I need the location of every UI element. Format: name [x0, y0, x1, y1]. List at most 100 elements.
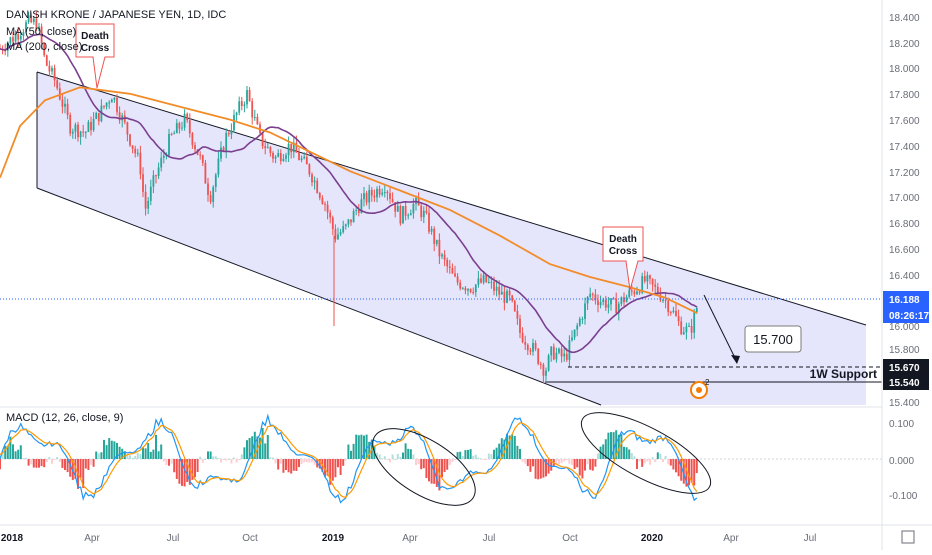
y-tick-label: 17.200	[889, 168, 920, 179]
candle-body	[178, 123, 181, 129]
macd-bar	[407, 448, 410, 459]
candle-body	[420, 205, 423, 218]
macd-bar	[9, 436, 12, 459]
macd-bar	[490, 454, 493, 459]
macd-bar	[623, 446, 625, 459]
candle-body	[461, 288, 464, 290]
x-tick-label: Apr	[723, 533, 739, 544]
macd-bar	[160, 444, 163, 459]
candle-body	[534, 343, 537, 349]
x-tick-label: 2019	[322, 533, 345, 544]
candle-body	[30, 15, 33, 23]
macd-bar	[664, 456, 667, 459]
candle-body	[97, 112, 100, 122]
macd-bar	[428, 459, 430, 482]
macd-bar	[558, 459, 560, 465]
candle-body	[337, 234, 339, 240]
candle-body	[682, 332, 685, 335]
candle-body	[256, 116, 259, 125]
macd-bar	[22, 458, 25, 460]
candle-body	[597, 300, 599, 306]
macd-bar	[594, 459, 597, 467]
macd-bar	[495, 447, 498, 459]
macd-bar	[604, 439, 607, 459]
candle-body	[194, 145, 196, 150]
y-tick-label: 15.800	[889, 345, 920, 356]
y-tick-label: 17.800	[889, 90, 920, 101]
macd-bar	[630, 452, 633, 459]
macd-bar	[191, 459, 194, 480]
candle-body	[25, 22, 27, 33]
macd-bar	[0, 459, 1, 470]
macd-bar	[493, 449, 495, 459]
candle-body	[113, 97, 116, 100]
macd-bar	[113, 441, 116, 459]
macd-bar	[399, 456, 402, 459]
channel-lower-line	[36, 187, 602, 406]
macd-bar	[251, 436, 254, 459]
macd-bar	[32, 459, 35, 468]
macd-bar	[14, 451, 17, 459]
candle-body	[235, 112, 238, 116]
candle-body	[90, 121, 92, 131]
macd-bar	[532, 459, 534, 467]
macd-bar	[547, 459, 550, 474]
candle-body	[308, 164, 311, 175]
macd-bar	[662, 459, 664, 463]
macd-bar	[357, 435, 360, 459]
macd-bar	[675, 459, 677, 473]
macd-bar	[688, 459, 690, 486]
y-tick-label: 18.400	[889, 13, 920, 24]
macd-bar	[69, 459, 72, 477]
candle-body	[649, 275, 651, 279]
macd-bar	[230, 459, 233, 464]
ma50-legend[interactable]: MA (50, close)	[6, 26, 77, 38]
macd-bar	[597, 453, 599, 459]
macd-bar	[329, 459, 332, 485]
macd-bar	[448, 459, 451, 466]
macd-bar	[51, 459, 53, 464]
candle-body	[573, 329, 576, 338]
candle-body	[651, 278, 654, 285]
macd-bar	[693, 459, 696, 486]
candle-body	[212, 187, 215, 202]
candle-body	[394, 202, 397, 212]
candle-body	[685, 326, 688, 333]
target-arrow-head	[731, 355, 740, 364]
candle-body	[149, 186, 152, 201]
candle-body	[56, 80, 59, 89]
ma200-legend[interactable]: MA (200, close)	[6, 41, 83, 53]
candle-body	[162, 155, 165, 158]
candle-body	[446, 259, 449, 267]
macd-bar	[677, 459, 680, 477]
candle-body	[537, 348, 540, 364]
countdown-badge: 08:26:17	[889, 311, 929, 322]
candle-body	[545, 370, 547, 376]
macd-bar	[121, 448, 124, 459]
descending-channel	[37, 72, 866, 405]
macd-bar	[391, 454, 394, 459]
macd-bar	[672, 459, 675, 470]
candle-body	[568, 340, 571, 360]
candle-body	[526, 344, 529, 351]
macd-bar	[269, 457, 272, 459]
candle-body	[490, 281, 493, 283]
x-tick-label: 2020	[641, 533, 664, 544]
macd-bar	[446, 459, 449, 470]
macd-bar	[456, 452, 459, 459]
macd-legend[interactable]: MACD (12, 26, close, 9)	[6, 412, 124, 424]
macd-bar	[555, 459, 558, 465]
macd-bar	[6, 445, 9, 459]
target-arrow-line	[703, 294, 738, 363]
candle-body	[376, 188, 378, 198]
candle-body	[238, 101, 241, 113]
candle-body	[14, 34, 17, 42]
macd-bar	[542, 459, 545, 478]
y-tick-label: 17.400	[889, 142, 920, 153]
candle-body	[64, 103, 66, 107]
macd-bar	[56, 457, 59, 459]
candle-body	[43, 43, 46, 56]
macd-bar	[443, 459, 446, 472]
